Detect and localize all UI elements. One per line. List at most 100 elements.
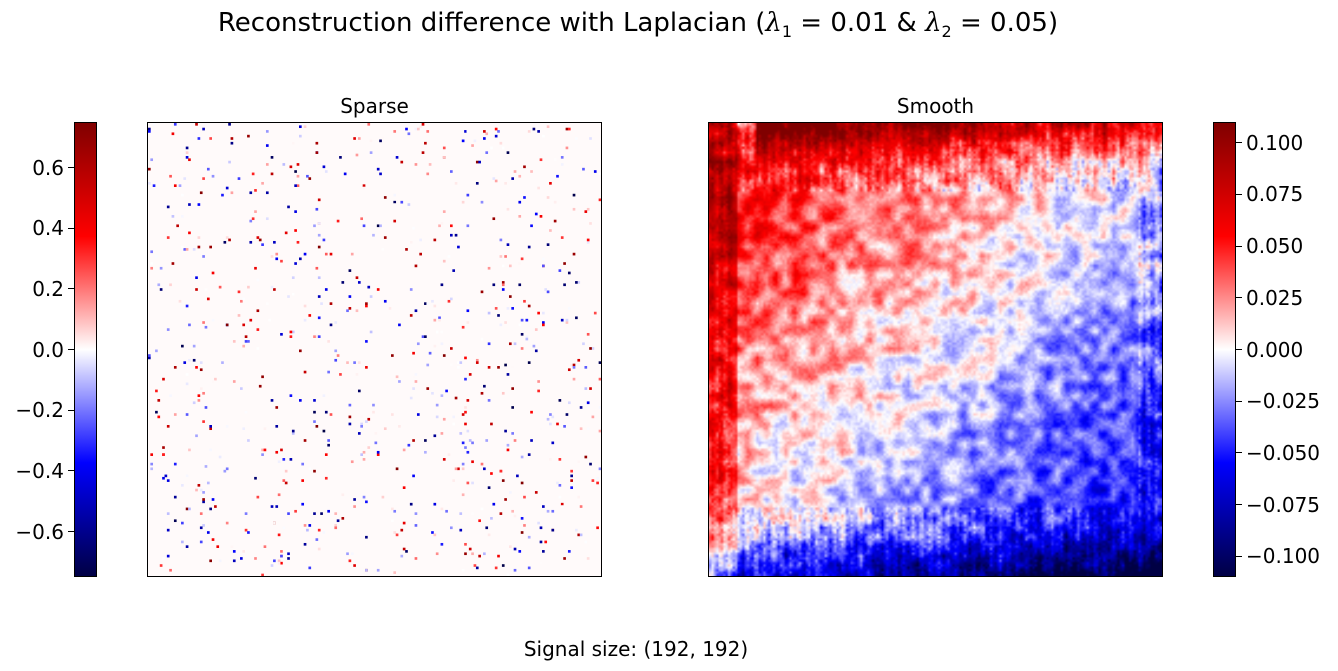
heatmap-cell	[438, 318, 441, 322]
heatmap-cell	[544, 540, 548, 544]
heatmap-cell	[518, 550, 522, 553]
heatmap-cell	[228, 238, 231, 242]
heatmap-cell	[360, 217, 363, 221]
heatmap-cell	[315, 151, 319, 154]
heatmap-cell	[424, 450, 427, 454]
heatmap-cell	[256, 328, 260, 331]
heatmap-cell	[249, 318, 253, 322]
heatmap-cell	[570, 474, 573, 478]
heatmap-cell	[582, 342, 585, 346]
heatmap-cell	[169, 394, 172, 397]
heatmap-cell	[254, 210, 257, 213]
heatmap-cell	[433, 434, 437, 438]
heatmap-cell	[395, 156, 399, 159]
heatmap-cell	[204, 325, 208, 329]
heatmap-cell	[294, 210, 297, 213]
heatmap-cell	[341, 517, 345, 520]
heatmap-cell	[447, 453, 451, 456]
heatmap-cell	[237, 290, 241, 294]
heatmap-cell	[466, 193, 470, 197]
heatmap-cell	[398, 325, 401, 329]
heatmap-cell	[275, 406, 279, 409]
heatmap-cell	[287, 552, 290, 556]
heatmap-cell	[230, 137, 234, 140]
heatmap-cell	[480, 337, 484, 341]
heatmap-cell	[412, 439, 415, 442]
heatmap-cell	[369, 295, 373, 298]
heatmap-cell	[155, 389, 158, 393]
heatmap-cell	[148, 130, 151, 133]
heatmap-cell	[289, 394, 293, 397]
heatmap-cell	[572, 193, 576, 197]
heatmap-cell	[442, 146, 446, 150]
heatmap-cell	[202, 500, 205, 504]
heatmap-cell	[206, 167, 210, 171]
heatmap-cell	[294, 170, 297, 173]
heatmap-cell	[173, 519, 177, 523]
heatmap-cell	[374, 432, 378, 435]
heatmap-cell	[159, 288, 163, 291]
heatmap-cell	[270, 172, 274, 176]
colorbar-tick-mark	[68, 349, 74, 350]
heatmap-cell	[157, 415, 161, 419]
heatmap-cell	[244, 335, 248, 338]
heatmap-cell	[357, 361, 361, 364]
heatmap-cell	[185, 373, 189, 376]
heatmap-cell	[202, 391, 205, 395]
heatmap-cell	[560, 505, 564, 508]
heatmap-cell	[558, 458, 562, 461]
heatmap-cell	[365, 500, 368, 504]
heatmap-cell	[254, 266, 257, 270]
heatmap-cell	[270, 505, 274, 508]
heatmap-cell	[454, 181, 458, 185]
heatmap-cell	[188, 507, 191, 511]
heatmap-cell	[296, 163, 300, 166]
heatmap-cell	[291, 429, 295, 433]
heatmap-cell	[393, 130, 397, 133]
heatmap-cell	[501, 281, 505, 284]
heatmap-cell	[218, 455, 222, 459]
heatmap-cell	[202, 491, 205, 494]
heatmap-cell	[320, 512, 323, 515]
heatmap-cell	[518, 174, 522, 178]
heatmap-cell	[223, 240, 227, 244]
heatmap-cell	[464, 377, 467, 381]
heatmap-cell	[490, 422, 493, 426]
heatmap-cell	[539, 526, 543, 530]
heatmap-cell	[152, 184, 156, 187]
heatmap-cell	[188, 231, 191, 235]
heatmap-cell	[433, 318, 437, 322]
heatmap-cell	[185, 545, 189, 548]
heatmap-cell	[254, 557, 257, 560]
heatmap-cell	[518, 252, 522, 256]
heatmap-cell	[365, 340, 368, 343]
heatmap-cell	[431, 299, 434, 303]
heatmap-cell	[148, 167, 151, 171]
heatmap-cell	[197, 399, 201, 402]
heatmap-cell	[490, 472, 493, 475]
heatmap-cell	[518, 200, 522, 204]
heatmap-cell	[558, 495, 562, 499]
heatmap-cell	[166, 528, 170, 532]
heatmap-cell	[464, 410, 467, 414]
heatmap-cell	[445, 509, 448, 513]
heatmap-cell	[211, 498, 215, 501]
heatmap-cell	[565, 318, 569, 322]
heatmap-cell	[379, 172, 382, 176]
heatmap-cell	[518, 215, 522, 218]
heatmap-cell	[209, 559, 212, 563]
heatmap-cell	[178, 299, 182, 303]
heatmap-cell	[497, 366, 500, 369]
heatmap-cell	[192, 344, 196, 348]
heatmap-cell	[582, 167, 585, 171]
heatmap-cell	[546, 509, 550, 513]
heatmap-cell	[372, 410, 375, 414]
heatmap-cell	[244, 410, 248, 414]
heatmap-cell	[544, 288, 548, 291]
heatmap-cell	[414, 127, 418, 131]
heatmap-cell	[346, 361, 349, 364]
heatmap-cell	[324, 252, 328, 256]
heatmap-cell	[204, 465, 208, 468]
heatmap-cell	[173, 413, 177, 416]
heatmap-cell	[148, 354, 151, 357]
